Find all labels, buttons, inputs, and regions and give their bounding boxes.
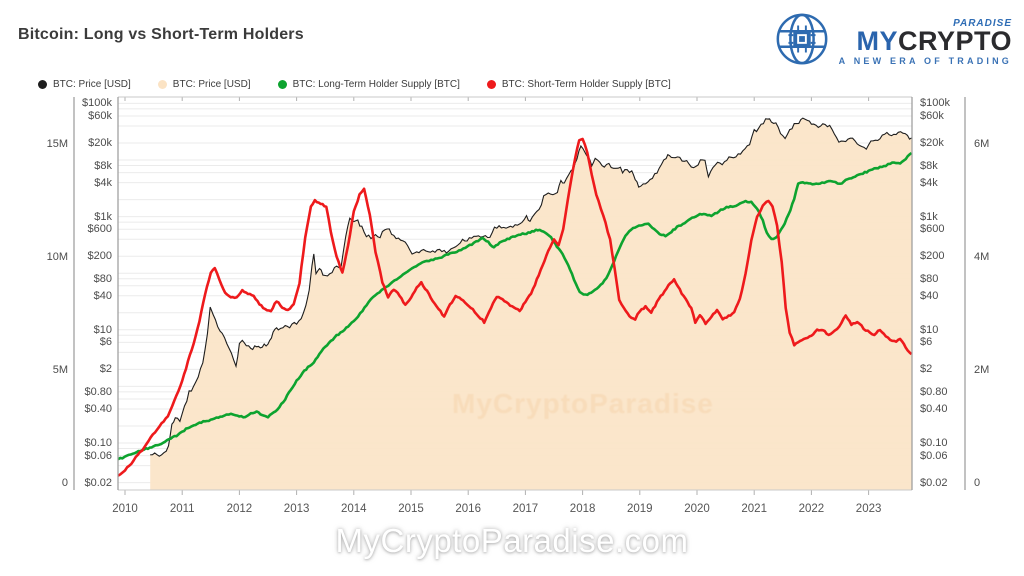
price-right-tick-label: $0.06: [920, 449, 948, 462]
price-line: [150, 117, 912, 457]
legend-dot-red: [486, 80, 496, 89]
year-tick-label: 2016: [455, 503, 481, 515]
year-tick-label: 2010: [112, 503, 138, 515]
year-tick-label: 2012: [226, 503, 253, 515]
price-right-tick-label: $80: [920, 272, 939, 285]
price-right-tick-label: $2: [920, 363, 933, 376]
year-tick-label: 2011: [169, 503, 195, 515]
plot-borders: [118, 96, 912, 491]
price-right-tick-label: $60k: [920, 109, 944, 122]
year-tick-label: 2015: [398, 503, 424, 515]
legend-item-sth-supply: BTC: Short-Term Holder Supply [BTC]: [486, 79, 671, 90]
price-left-tick-label: $2: [99, 363, 112, 376]
supply-right-tick-label: 6M: [974, 138, 990, 150]
year-tick-label: 2018: [569, 503, 596, 515]
legend-dot-black: [38, 80, 47, 89]
supply-right-tick-label: 4M: [974, 251, 990, 263]
price-right-tick-label: $600: [920, 223, 945, 236]
supply-left-tick-label: 5M: [52, 364, 68, 376]
chart-legend: BTC: Price [USD] BTC: Price [USD] BTC: L…: [38, 79, 671, 90]
price-right-tick-label: $8k: [920, 159, 938, 172]
price-left-tick-label: $600: [87, 223, 112, 236]
legend-item-price-area: BTC: Price [USD]: [157, 79, 251, 90]
logo-tagline: A NEW ERA OF TRADING: [838, 55, 1012, 66]
logo-paradise-text: PARADISE: [953, 17, 1012, 29]
year-tick-label: 2017: [512, 503, 539, 515]
supply-left-tick-label: 10M: [46, 251, 68, 263]
year-tick-label: 2014: [341, 503, 367, 515]
supply-left-tick-label: 0: [61, 477, 68, 489]
price-right-tick-label: $0.02: [920, 476, 948, 489]
price-left-tick-label: $40: [93, 289, 112, 302]
logo-my: MY: [856, 25, 898, 56]
price-right-tick-label: $20k: [920, 137, 944, 149]
year-tick-marks: [124, 97, 870, 495]
watermark-in-chart: MyCryptoParadise: [452, 388, 714, 419]
price-left-tick-label: $10: [93, 323, 112, 336]
year-tick-label: 2022: [798, 503, 825, 515]
price-left-tick-label: $0.80: [84, 385, 112, 398]
price-right-tick-label: $200: [920, 250, 945, 263]
page-title: Bitcoin: Long vs Short-Term Holders: [18, 26, 304, 43]
legend-label: BTC: Price [USD]: [172, 79, 251, 90]
price-left-tick-label: $6: [99, 336, 112, 349]
legend-dot-peach: [157, 80, 167, 89]
price-right-tick-label: $0.80: [920, 385, 948, 398]
year-tick-label: 2023: [855, 503, 882, 515]
logo-brand-text: MYCRYPTO: [856, 27, 1012, 55]
supply-right-tick-label: 2M: [974, 364, 990, 376]
watermark-bottom: MyCryptoParadise.com: [335, 522, 689, 559]
price-right-tick-label: $6: [920, 336, 933, 349]
price-left-tick-label: $80: [93, 272, 112, 285]
year-tick-label: 2013: [283, 503, 310, 515]
price-left-tick-label: $0.06: [84, 449, 112, 462]
logo-crypto: CRYPTO: [897, 25, 1012, 56]
sth-supply-line: [117, 137, 913, 477]
price-left-tick-label: $0.02: [84, 476, 112, 489]
price-right-tick-label: $10: [920, 323, 939, 336]
price-right-tick-label: $0.40: [920, 402, 948, 415]
price-left-tick-label: $20k: [88, 137, 112, 149]
price-left-tick-label: $60k: [88, 109, 112, 122]
price-left-tick-label: $0.40: [84, 402, 112, 415]
year-tick-label: 2019: [627, 503, 653, 515]
year-tick-label: 2021: [741, 503, 767, 515]
price-left-tick-label: $4k: [94, 176, 112, 189]
globe-chip-icon: [773, 10, 831, 73]
axis-lines: [73, 97, 966, 490]
price-right-tick-label: $40: [920, 289, 939, 302]
brand-logo: PARADISE MYCRYPTO A NEW ERA OF TRADING: [773, 10, 1012, 73]
legend-label: BTC: Short-Term Holder Supply [BTC]: [501, 79, 671, 90]
price-right-tick-label: $0.10: [920, 437, 948, 450]
legend-item-price-line: BTC: Price [USD]: [38, 79, 131, 90]
legend-label: BTC: Price [USD]: [53, 79, 131, 90]
price-right-tick-label: $1k: [920, 210, 938, 223]
supply-left-tick-label: 15M: [46, 138, 68, 150]
price-left-tick-label: $200: [87, 250, 112, 263]
price-left-tick-label: $100k: [82, 97, 112, 110]
legend-item-lth-supply: BTC: Long-Term Holder Supply [BTC]: [277, 79, 460, 90]
legend-dot-green: [277, 80, 287, 89]
price-right-tick-label: $100k: [920, 97, 950, 110]
price-area: [150, 118, 912, 490]
price-left-tick-label: $0.10: [84, 437, 112, 450]
year-tick-label: 2020: [684, 503, 710, 515]
price-left-tick-label: $8k: [94, 159, 112, 172]
price-left-tick-label: $1k: [94, 210, 112, 223]
legend-label: BTC: Long-Term Holder Supply [BTC]: [292, 79, 460, 90]
supply-right-tick-label: 0: [974, 477, 981, 489]
price-right-tick-label: $4k: [920, 176, 938, 189]
